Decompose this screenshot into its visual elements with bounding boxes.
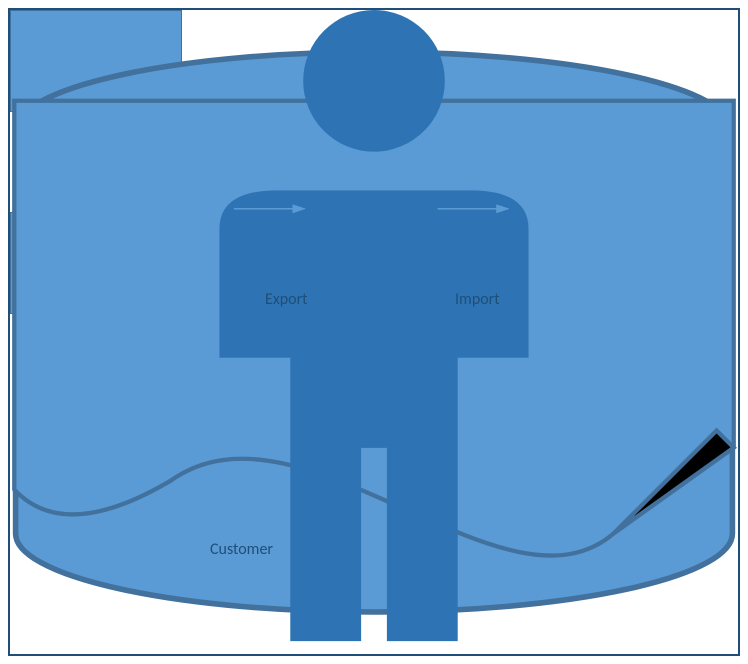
node-customer	[10, 424, 60, 524]
edge-label-import: Import	[455, 290, 500, 309]
diagram-frame: Integration with a Billing System Billin…	[8, 8, 740, 656]
edge-label-export: Export	[265, 290, 308, 309]
customer-label: Customer	[210, 540, 273, 559]
person-icon	[10, 10, 738, 654]
